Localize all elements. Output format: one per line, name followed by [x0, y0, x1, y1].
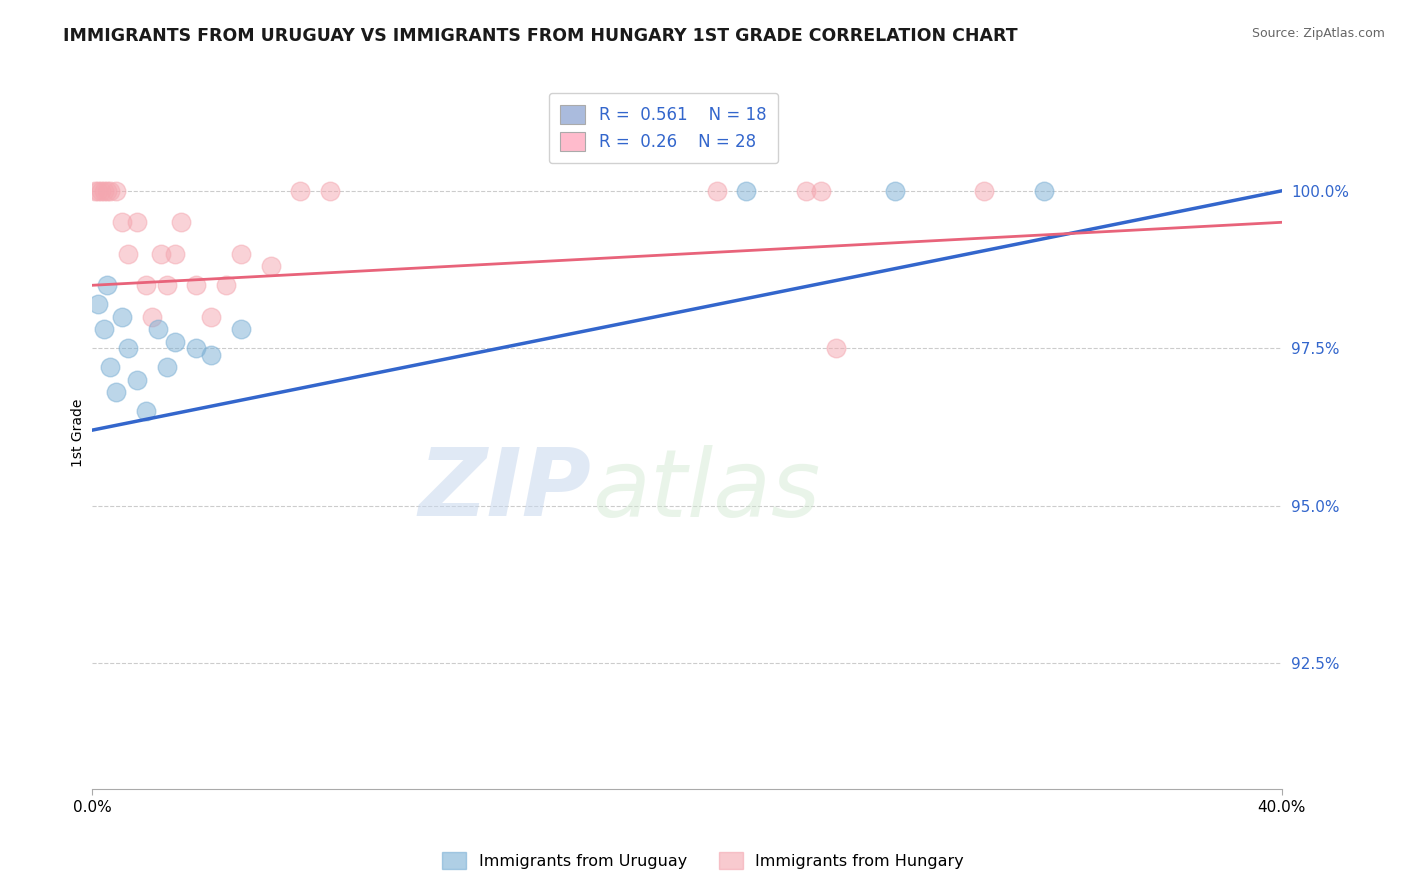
- Point: [1032, 184, 1054, 198]
- Point: [973, 184, 995, 198]
- Point: [215, 278, 238, 293]
- Point: [98, 360, 121, 375]
- Point: [259, 260, 281, 274]
- Point: [200, 310, 222, 324]
- Y-axis label: 1st Grade: 1st Grade: [72, 399, 86, 467]
- Point: [96, 184, 118, 198]
- Point: [290, 184, 312, 198]
- Point: [96, 278, 118, 293]
- Legend: R =  0.561    N = 18, R =  0.26    N = 28: R = 0.561 N = 18, R = 0.26 N = 28: [548, 93, 778, 163]
- Point: [125, 373, 148, 387]
- Point: [186, 341, 208, 355]
- Legend: Immigrants from Uruguay, Immigrants from Hungary: Immigrants from Uruguay, Immigrants from…: [436, 846, 970, 875]
- Text: atlas: atlas: [592, 445, 820, 536]
- Point: [735, 184, 758, 198]
- Point: [104, 385, 127, 400]
- Point: [810, 184, 832, 198]
- Point: [824, 341, 846, 355]
- Point: [319, 184, 342, 198]
- Point: [170, 215, 193, 229]
- Point: [149, 247, 172, 261]
- Point: [117, 341, 139, 355]
- Point: [229, 322, 252, 336]
- Point: [135, 404, 157, 418]
- Point: [706, 184, 728, 198]
- Point: [794, 184, 817, 198]
- Point: [200, 347, 222, 361]
- Point: [87, 297, 110, 311]
- Point: [93, 184, 115, 198]
- Point: [155, 278, 177, 293]
- Point: [229, 247, 252, 261]
- Point: [117, 247, 139, 261]
- Point: [84, 184, 107, 198]
- Point: [93, 322, 115, 336]
- Point: [90, 184, 112, 198]
- Point: [884, 184, 907, 198]
- Point: [186, 278, 208, 293]
- Point: [165, 334, 187, 349]
- Text: IMMIGRANTS FROM URUGUAY VS IMMIGRANTS FROM HUNGARY 1ST GRADE CORRELATION CHART: IMMIGRANTS FROM URUGUAY VS IMMIGRANTS FR…: [63, 27, 1018, 45]
- Point: [87, 184, 110, 198]
- Point: [165, 247, 187, 261]
- Point: [155, 360, 177, 375]
- Point: [141, 310, 163, 324]
- Point: [98, 184, 121, 198]
- Point: [111, 215, 134, 229]
- Point: [146, 322, 169, 336]
- Point: [111, 310, 134, 324]
- Point: [104, 184, 127, 198]
- Point: [135, 278, 157, 293]
- Point: [125, 215, 148, 229]
- Text: ZIP: ZIP: [419, 444, 592, 536]
- Text: Source: ZipAtlas.com: Source: ZipAtlas.com: [1251, 27, 1385, 40]
